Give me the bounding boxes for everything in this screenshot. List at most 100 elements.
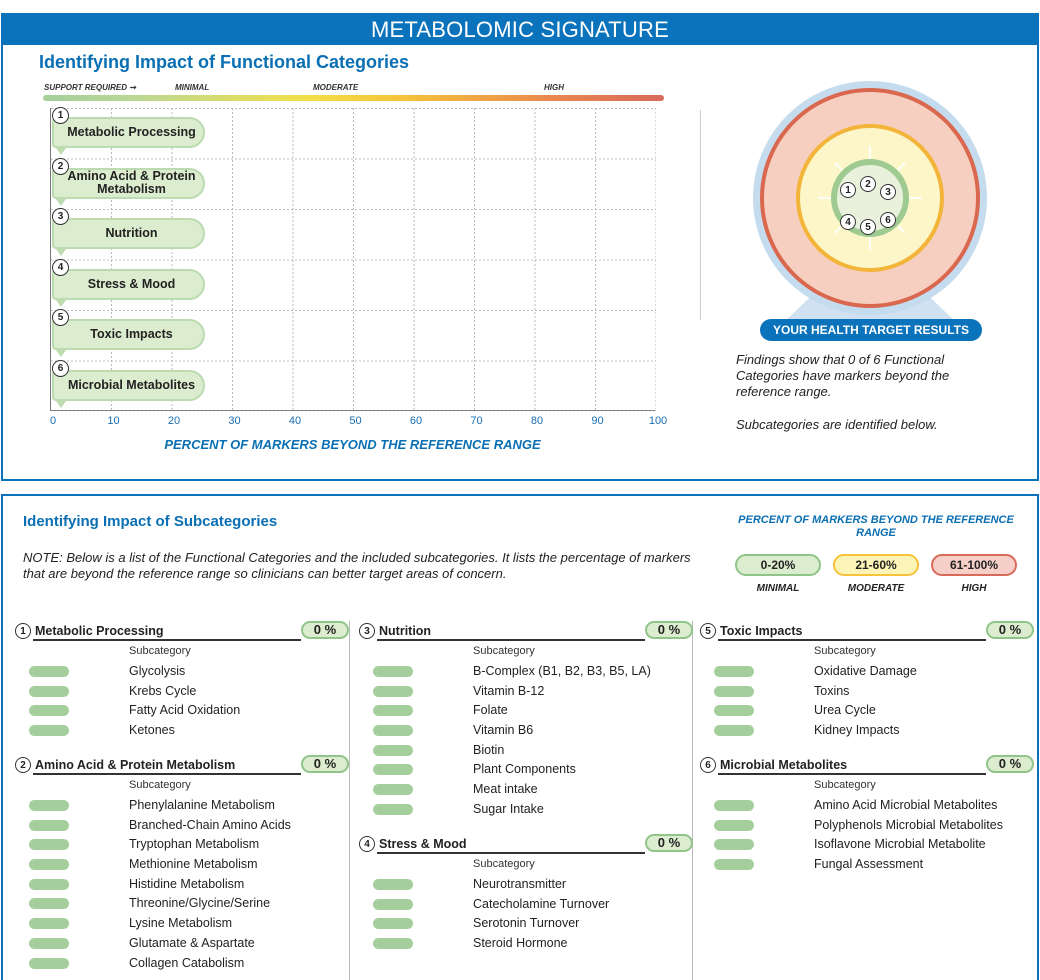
subcategory-label: Neurotransmitter [473,877,567,891]
subcategory-column-header: Subcategory [473,645,535,657]
group-title: Amino Acid & Protein Metabolism [35,758,236,772]
category-number-badge: 4 [52,258,69,276]
subcategory-label: Threonine/Glycine/Serine [129,896,271,911]
category-label: Amino Acid & Protein Metabolism [52,167,205,199]
group-percent-badge: 0 % [301,621,349,639]
group-number-badge: 1 [15,623,31,639]
subcategory-column-header: Subcategory [129,779,191,791]
group-title: Metabolic Processing [35,624,164,638]
subcategory-group: 2 Amino Acid & Protein Metabolism 0 % Subca… [15,755,349,972]
subcategory-status-bar [714,685,754,697]
subcategory-label: Fungal Assessment [814,857,924,872]
subcategory-status-bar [714,725,754,737]
legend-moderate-pill: 21-60% [833,554,919,576]
chart-grid [51,108,656,411]
group-underline [33,773,301,775]
category-label: Metabolic Processing [52,117,205,149]
subcategory-row: Serotonin Turnover [359,913,679,933]
subcategory-status-bar [373,879,413,890]
x-tick-label: 40 [288,415,302,427]
subcategory-status-bar [714,819,754,831]
subcategory-label: Urea Cycle [814,703,876,718]
subcategory-status-bar [29,666,69,677]
subcategories-note-text: NOTE: Below is a list of the Functional … [23,550,691,581]
category-label: Stress & Mood [52,268,205,300]
subcategory-status-bar [29,800,69,811]
scale-moderate-label: MODERATE [313,83,359,92]
subcategory-status-bar [29,705,69,717]
subcategory-group: 5 Toxic Impacts 0 % Subcategory Oxidative Da… [700,621,1034,740]
subcategory-status-bar [373,898,413,910]
subcategory-label: Biotin [473,742,505,757]
target-marker: 2 [860,176,876,192]
x-tick-label: 100 [648,415,668,427]
group-number-badge: 2 [15,757,31,773]
x-tick-label: 50 [349,415,362,427]
x-tick-label: 80 [530,415,544,427]
legend-high-pill: 61-100% [931,554,1017,576]
group-number-badge: 6 [700,757,716,773]
group-percent-badge: 0 % [301,755,349,773]
health-target-results-button[interactable]: YOUR HEALTH TARGET RESULTS [760,319,982,341]
subcategory-status-bar [29,819,69,831]
group-percent-badge: 0 % [645,621,693,639]
category-label-tail [56,350,66,358]
subcategory-row: Lysine Metabolism [15,913,335,933]
subcategory-row: Branched-Chain Amino Acids [15,815,335,835]
category-label-tail [56,148,66,156]
subcategory-label: Oxidative Damage [814,664,917,678]
subcategory-row: Urea Cycle [700,700,1020,720]
vertical-divider [700,110,701,320]
target-marker: 1 [840,182,856,198]
subcategory-row: Histidine Metabolism [15,874,335,894]
subcategory-label: Branched-Chain Amino Acids [129,817,291,832]
group-header: 1 Metabolic Processing 0 % [15,621,349,641]
findings-text: Findings show that 0 of 6 Functional Cat… [736,352,950,399]
subcategory-row: Kidney Impacts [700,720,1020,740]
x-tick-label: 10 [107,415,120,427]
subcategory-status-bar [714,800,754,811]
subcategory-label: Amino Acid Microbial Metabolites [814,798,998,812]
subcategory-label: Phenylalanine Metabolism [129,798,275,812]
target-marker: 5 [860,219,876,235]
subcategory-status-bar [29,957,69,969]
group-underline [33,639,301,641]
category-label: Microbial Metabolites [52,369,205,401]
subcategory-label: Catecholamine Turnover [473,896,610,911]
subcategory-label: Vitamin B6 [473,723,534,738]
subcategories-note: Subcategories are identified below. [736,417,938,432]
subcategory-row: Sugar Intake [359,799,679,819]
group-title: Toxic Impacts [720,624,803,638]
subcategory-row: Plant Components [359,759,679,779]
column-divider [692,621,693,980]
subcategory-status-bar [29,918,69,930]
category-number-badge: 1 [52,107,69,125]
support-gradient-bar [43,95,664,101]
subcategory-row: Fungal Assessment [700,854,1020,874]
subcategory-row: Polyphenols Microbial Metabolites [700,815,1020,835]
subcategory-label: Sugar Intake [473,801,544,816]
subcategory-status-bar [373,705,413,717]
x-tick-label: 30 [228,415,241,427]
target-marker: 6 [880,212,896,228]
subcategory-row: Biotin [359,740,679,760]
group-percent-badge: 0 % [986,621,1034,639]
subcategory-label: Serotonin Turnover [473,916,580,931]
x-tick-label: 90 [591,415,604,427]
subcategory-status-bar [714,839,754,851]
subcategory-label: Methionine Metabolism [129,857,258,872]
subcategory-label: Folate [473,703,508,718]
subcategory-row: Krebs Cycle [15,681,335,701]
subcategory-status-bar [373,803,413,815]
category-number-badge: 2 [52,157,69,175]
subcategory-row: Fatty Acid Oxidation [15,700,335,720]
subcategory-column-header: Subcategory [473,858,535,870]
subcategory-row: Meat intake [359,779,679,799]
subcategory-column-header: Subcategory [814,645,876,657]
subcategory-row: Steroid Hormone [359,933,679,953]
subcategory-row: Methionine Metabolism [15,854,335,874]
subcategory-status-bar [373,784,413,796]
subcategory-row: Vitamin B-12 [359,681,679,701]
subcategory-row: Glycolysis [15,661,335,681]
